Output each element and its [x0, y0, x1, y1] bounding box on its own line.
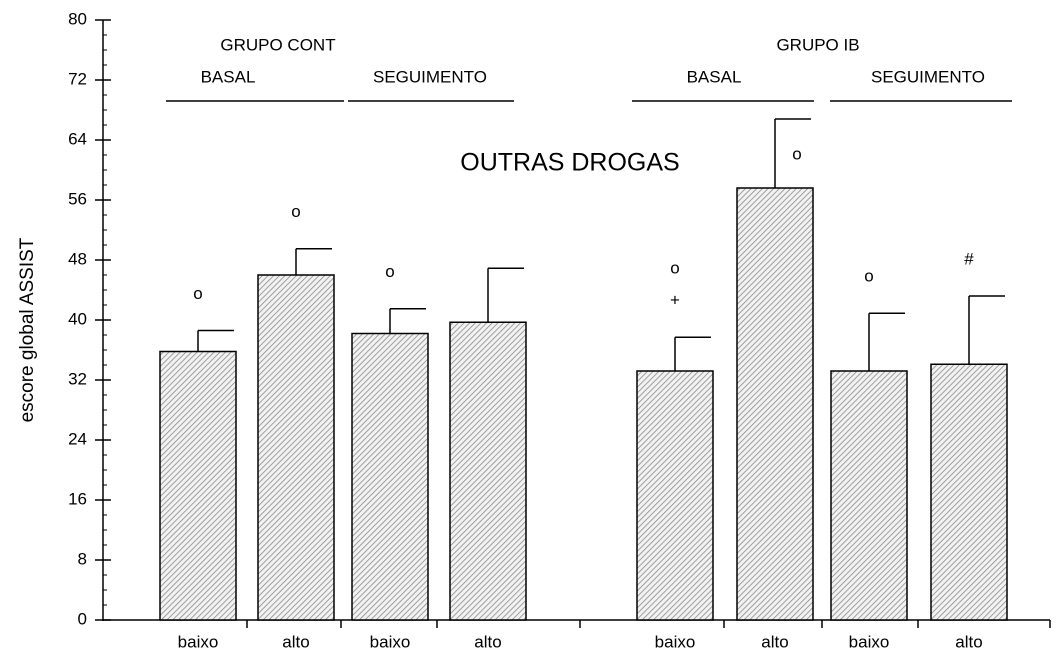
bar-marker: #: [964, 249, 974, 268]
y-tick-label: 72: [68, 69, 87, 88]
y-tick-label: 56: [68, 189, 87, 208]
y-tick-label: 48: [68, 249, 87, 268]
bar: [257, 274, 335, 621]
y-tick-label: 32: [68, 369, 87, 388]
y-tick-label: 24: [68, 429, 87, 448]
bar: [351, 332, 429, 621]
group-label: GRUPO IB: [776, 35, 859, 54]
bar: [159, 350, 237, 621]
bar-marker: o: [864, 267, 873, 286]
y-tick-label: 16: [68, 489, 87, 508]
y-tick-label: 80: [68, 9, 87, 28]
bar-marker: o: [792, 144, 801, 163]
subgroup-label: SEGUIMENTO: [871, 67, 985, 86]
subgroup-label: BASAL: [687, 67, 742, 86]
y-tick-label: 64: [68, 129, 87, 148]
bar: [830, 370, 908, 621]
x-tick-label: alto: [955, 632, 982, 651]
subgroup-label: BASAL: [201, 67, 256, 86]
x-tick-label: baixo: [655, 632, 696, 651]
bar: [930, 363, 1008, 621]
x-tick-label: alto: [282, 632, 309, 651]
x-tick-label: alto: [761, 632, 788, 651]
bar-marker: o: [193, 284, 202, 303]
bar-marker: o: [291, 202, 300, 221]
x-tick-label: baixo: [178, 632, 219, 651]
y-tick-label: 0: [78, 609, 87, 628]
subgroup-label: SEGUIMENTO: [373, 67, 487, 86]
x-tick-label: baixo: [849, 632, 890, 651]
bar-marker: o: [385, 262, 394, 281]
group-label: GRUPO CONT: [220, 35, 335, 54]
y-tick-label: 40: [68, 309, 87, 328]
bar-marker: o: [670, 259, 679, 278]
bar: [736, 187, 814, 621]
bar: [636, 370, 714, 621]
chart-title: OUTRAS DROGAS: [460, 149, 679, 177]
y-tick-label: 8: [78, 549, 87, 568]
bar: [449, 321, 527, 621]
x-tick-label: alto: [474, 632, 501, 651]
y-axis-label: escore global ASSIST: [17, 237, 38, 422]
bar-marker: +: [670, 291, 680, 310]
x-tick-label: baixo: [370, 632, 411, 651]
